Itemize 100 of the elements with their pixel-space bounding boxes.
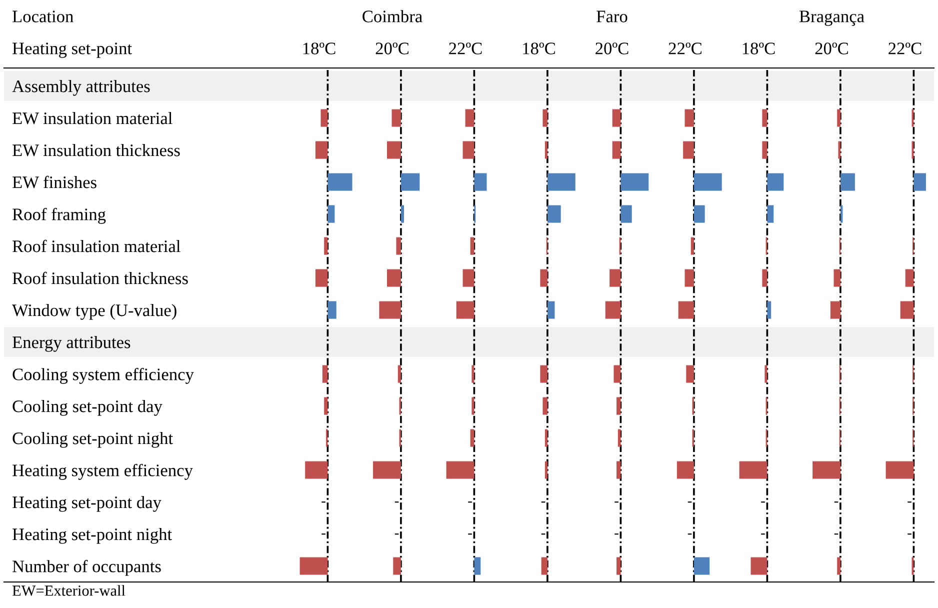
bar <box>750 557 768 575</box>
y-tick-label: Number of occupants <box>12 560 161 576</box>
bar <box>694 557 710 575</box>
bar <box>472 397 474 415</box>
annotation: - <box>761 534 765 535</box>
chart-subtitle: Faro <box>596 10 628 22</box>
bar <box>690 237 694 255</box>
bar <box>474 557 481 575</box>
chart-title: 18ºC <box>303 42 336 54</box>
y-tick-label: Assembly attributes <box>12 80 150 96</box>
bar <box>686 365 694 383</box>
annotation: - <box>322 502 326 503</box>
bar <box>683 141 694 159</box>
y-tick-label: EW insulation thickness <box>12 144 180 156</box>
bar <box>739 461 768 479</box>
chart-title: 22ºC <box>449 42 482 54</box>
bar <box>684 109 694 127</box>
chart-title: 20ºC <box>376 42 408 54</box>
text: EW=Exterior-wall <box>12 585 126 596</box>
bar <box>767 173 784 191</box>
bar <box>762 141 768 159</box>
y-tick-label: Roof insulation material <box>12 240 180 252</box>
bar <box>465 109 474 127</box>
bar <box>470 237 474 255</box>
y-tick-label: Cooling system efficiency <box>12 368 194 384</box>
y-tick-label: Roof framing <box>12 208 106 224</box>
bar <box>322 365 328 383</box>
chart-subtitle: Coimbra <box>362 10 422 22</box>
annotation: - <box>834 502 838 503</box>
text: Location <box>12 10 74 22</box>
bar <box>694 205 705 223</box>
chart-title: 20ºC <box>815 42 848 54</box>
annotation: - <box>908 534 912 535</box>
chart-title: 22ºC <box>668 42 702 54</box>
chart-title: 20ºC <box>596 42 628 54</box>
bar <box>547 173 576 191</box>
bar <box>320 109 328 127</box>
text: Heating set-point <box>12 42 132 58</box>
annotation: - <box>688 502 692 503</box>
annotation: - <box>468 534 472 535</box>
bar <box>767 205 774 223</box>
bar <box>540 365 548 383</box>
y-tick-label: Window type (U-value) <box>12 304 176 320</box>
bar <box>540 269 548 287</box>
annotation: - <box>614 502 618 503</box>
bar <box>544 461 548 479</box>
bar <box>324 237 328 255</box>
bar <box>470 429 474 447</box>
bar <box>324 397 328 415</box>
chart-title: 22ºC <box>888 42 922 54</box>
bar <box>305 461 328 479</box>
y-tick-label: Heating set-point day <box>12 496 162 512</box>
bar <box>541 557 548 575</box>
annotation: - <box>394 502 399 503</box>
bar <box>474 173 487 191</box>
annotation: - <box>541 534 546 535</box>
bar <box>456 301 474 319</box>
bar <box>544 429 548 447</box>
bar <box>676 461 694 479</box>
annotation: - <box>908 502 912 503</box>
bar <box>762 269 768 287</box>
bar <box>542 109 548 127</box>
y-tick-label: EW finishes <box>12 176 96 188</box>
annotation: - <box>761 502 765 503</box>
bar <box>315 141 328 159</box>
annotation: - <box>614 534 618 535</box>
bar <box>694 173 722 191</box>
bar <box>678 301 694 319</box>
bar <box>547 301 555 319</box>
chart-title: 18ºC <box>523 42 555 54</box>
y-tick-label: Roof insulation thickness <box>12 272 188 284</box>
bar <box>462 141 474 159</box>
bar <box>767 301 772 319</box>
bar <box>547 205 561 223</box>
y-tick-label: Energy attributes <box>12 336 130 352</box>
bar <box>684 269 694 287</box>
bar <box>462 269 474 287</box>
y-tick-label: EW insulation material <box>12 112 172 124</box>
bar <box>328 205 335 223</box>
bar <box>328 173 352 191</box>
bar <box>544 141 548 159</box>
y-tick-label: Heating system efficiency <box>12 464 193 480</box>
annotation: - <box>541 502 546 503</box>
y-tick-label: Heating set-point night <box>12 528 172 544</box>
bar <box>328 301 336 319</box>
bar <box>762 109 768 127</box>
chart-subtitle: Bragança <box>799 10 864 26</box>
bar <box>542 397 548 415</box>
annotation: - <box>468 502 472 503</box>
bar <box>315 269 328 287</box>
annotation: - <box>688 534 692 535</box>
y-tick-label: Cooling set-point day <box>12 400 162 416</box>
y-tick-label: Cooling set-point night <box>12 432 173 448</box>
bar <box>764 365 768 383</box>
bar <box>300 557 328 575</box>
bar <box>472 365 474 383</box>
annotation: - <box>322 534 326 535</box>
bar <box>446 461 474 479</box>
annotation: - <box>394 534 399 535</box>
annotation: - <box>834 534 838 535</box>
